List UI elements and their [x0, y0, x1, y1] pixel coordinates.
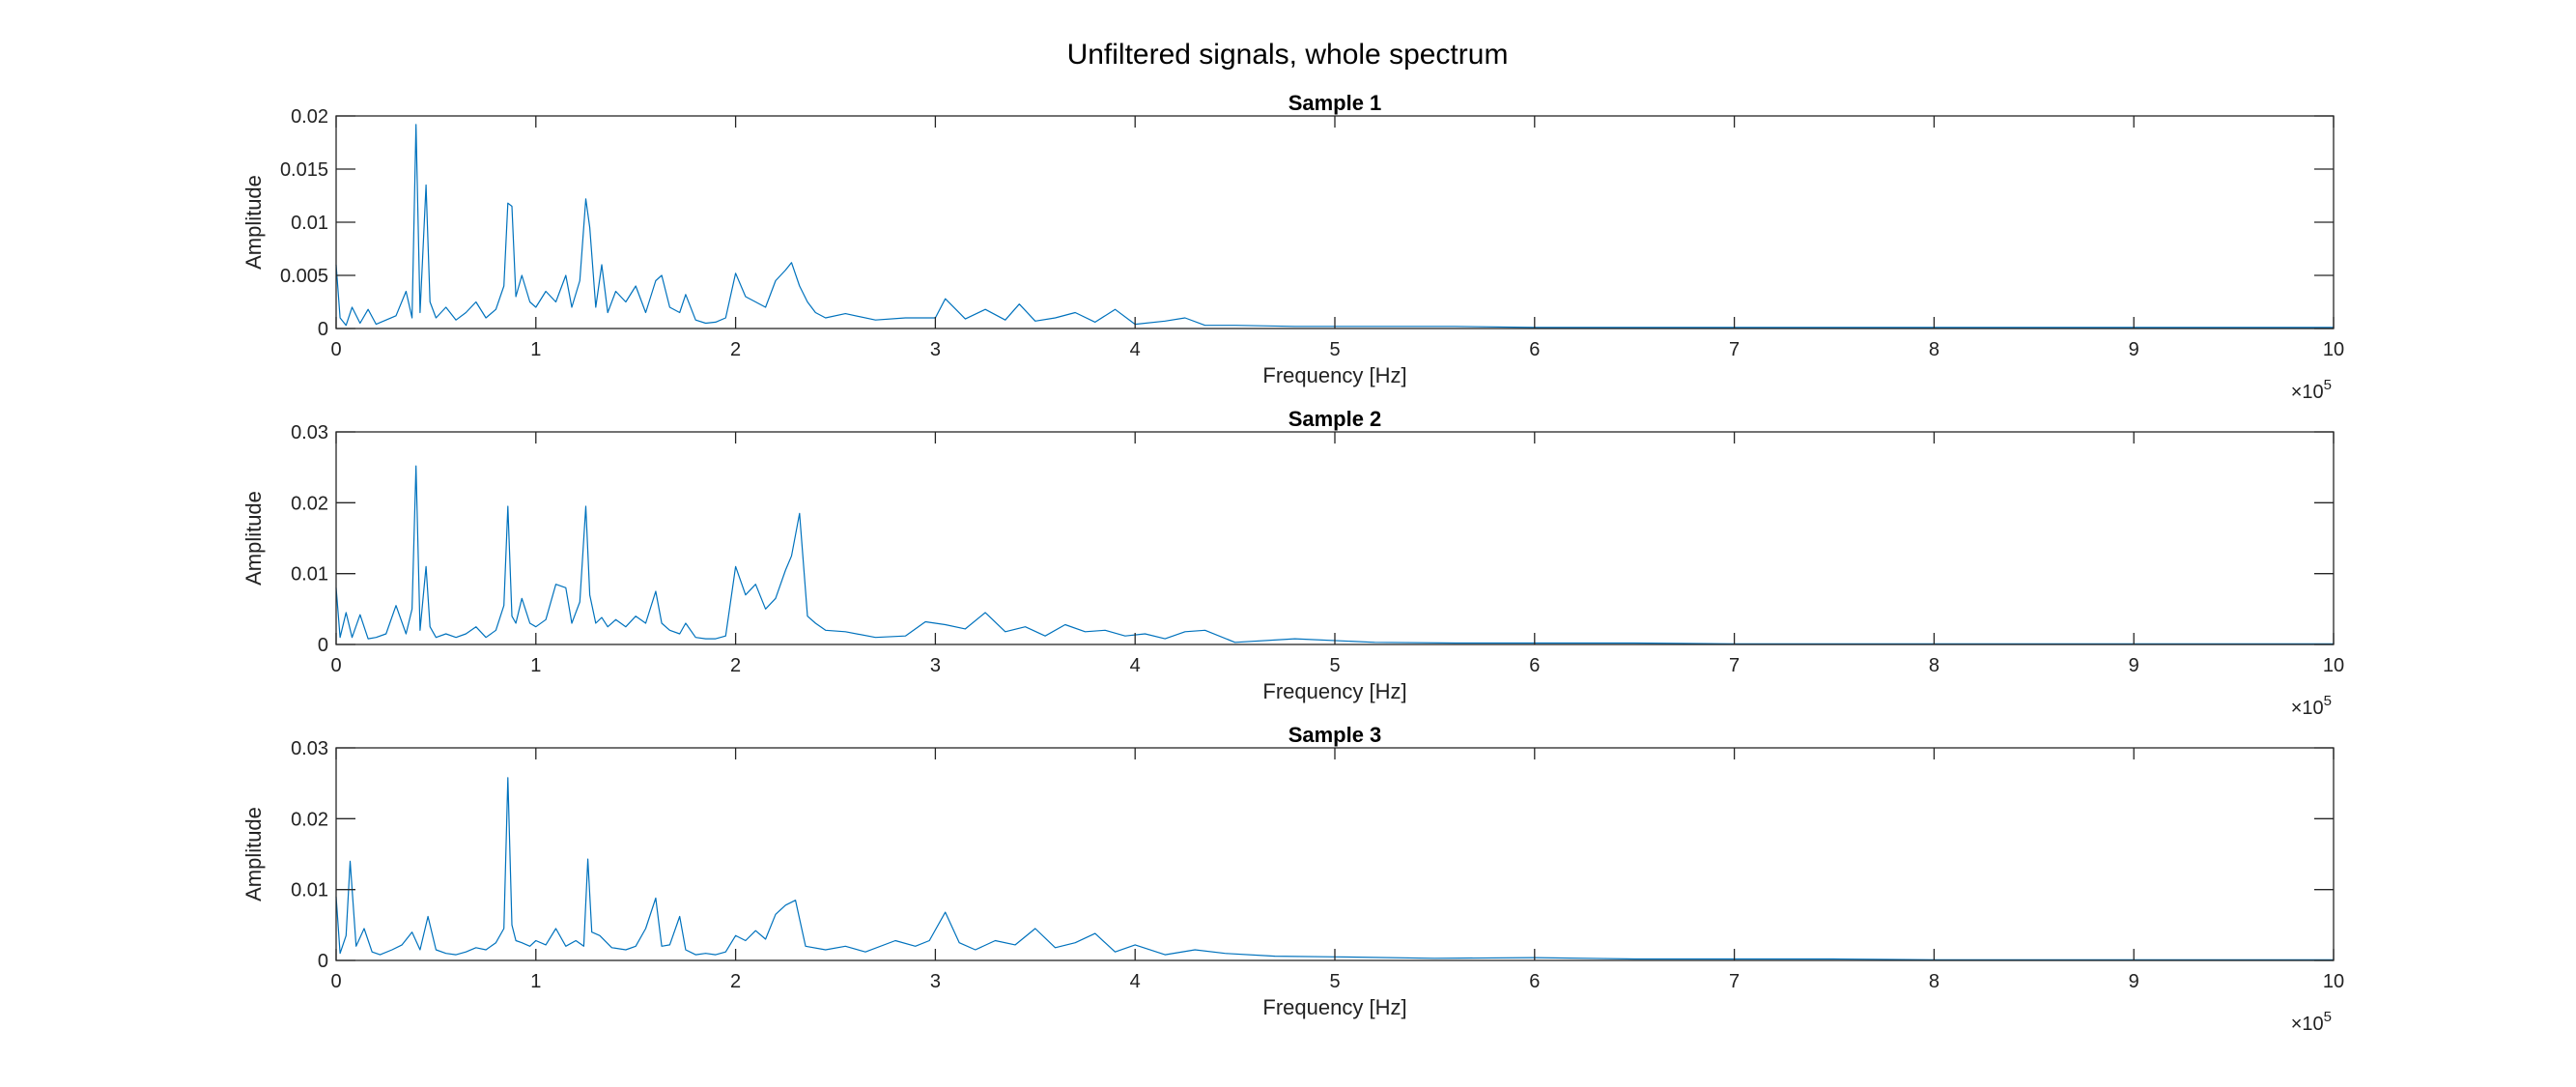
y-tick-label: 0.02 — [291, 809, 328, 830]
x-tick-label: 8 — [1929, 339, 1939, 360]
x-tick-label: 1 — [530, 655, 541, 676]
x-tick-label: 5 — [1329, 655, 1340, 676]
x-tick-label: 3 — [930, 655, 941, 676]
subplot-1: 0 1 2 3 4 5 6 7 8 9 10 0 0.005 0.01 0.015 0.02 Sample 1 F… — [241, 91, 2344, 403]
subplot-3: 0 1 2 3 4 5 6 7 8 9 10 0 0.01 0.02 0.03 Sample 3 Frequen… — [241, 723, 2344, 1035]
y-tick-label: 0.01 — [291, 880, 328, 901]
series-line — [335, 124, 2334, 329]
x-tick-label: 9 — [2129, 339, 2139, 360]
y-axis-label: Amplitude — [241, 807, 266, 901]
series-line — [335, 465, 2334, 644]
x-tick-label: 10 — [2323, 655, 2344, 676]
x-tick-label: 7 — [1729, 655, 1740, 676]
x-tick-label: 7 — [1729, 971, 1740, 992]
subplot-title: Sample 3 — [1288, 723, 1382, 747]
y-tick-label: 0.015 — [280, 159, 328, 181]
x-exponent-label: ×105 — [2291, 693, 2332, 719]
x-tick-label: 1 — [530, 339, 541, 360]
x-axis-label: Frequency [Hz] — [1262, 995, 1406, 1019]
x-exponent-label: ×105 — [2291, 1009, 2332, 1035]
subplot-title: Sample 2 — [1288, 407, 1382, 431]
x-tick-label: 8 — [1929, 971, 1939, 992]
x-tick-label: 3 — [930, 339, 941, 360]
x-tick-label: 0 — [330, 971, 341, 992]
subplot-title: Sample 1 — [1288, 91, 1382, 115]
x-tick-label: 5 — [1329, 971, 1340, 992]
axes-frame — [335, 747, 2335, 961]
x-tick-label: 5 — [1329, 339, 1340, 360]
series-line — [335, 777, 2334, 960]
x-tick-label: 2 — [730, 339, 741, 360]
x-tick-label: 7 — [1729, 339, 1740, 360]
x-tick-label: 9 — [2129, 971, 2139, 992]
y-axis-label: Amplitude — [241, 491, 266, 586]
y-tick-label: 0 — [318, 635, 328, 656]
x-tick-label: 6 — [1529, 655, 1540, 676]
x-tick-label: 2 — [730, 655, 741, 676]
x-axis-label: Frequency [Hz] — [1262, 679, 1406, 703]
figure-title: Unfiltered signals, whole spectrum — [1067, 39, 1509, 71]
x-tick-label: 10 — [2323, 971, 2344, 992]
y-tick-label: 0.02 — [291, 106, 328, 128]
y-tick-label: 0.03 — [291, 738, 328, 759]
y-tick-label: 0.01 — [291, 564, 328, 586]
x-tick-label: 6 — [1529, 971, 1540, 992]
x-tick-label: 4 — [1130, 655, 1141, 676]
x-tick-label: 9 — [2129, 655, 2139, 676]
y-tick-label: 0.01 — [291, 213, 328, 234]
x-exponent-label: ×105 — [2291, 377, 2332, 403]
axes-frame — [335, 431, 2335, 645]
y-tick-label: 0 — [318, 319, 328, 340]
y-tick-label: 0 — [318, 951, 328, 972]
y-axis-label: Amplitude — [241, 175, 266, 270]
y-tick-label: 0.03 — [291, 422, 328, 443]
x-tick-label: 10 — [2323, 339, 2344, 360]
x-tick-label: 1 — [530, 971, 541, 992]
y-tick-label: 0.02 — [291, 493, 328, 514]
x-tick-label: 0 — [330, 655, 341, 676]
axes-frame — [335, 115, 2335, 329]
x-tick-label: 3 — [930, 971, 941, 992]
x-tick-label: 2 — [730, 971, 741, 992]
x-tick-label: 4 — [1130, 339, 1141, 360]
x-tick-label: 8 — [1929, 655, 1939, 676]
x-axis-label: Frequency [Hz] — [1262, 363, 1406, 387]
subplot-2: 0 1 2 3 4 5 6 7 8 9 10 0 0.01 0.02 0.03 Sample 2 Frequen… — [241, 407, 2344, 719]
y-tick-label: 0.005 — [280, 266, 328, 287]
x-tick-label: 4 — [1130, 971, 1141, 992]
x-tick-label: 6 — [1529, 339, 1540, 360]
x-tick-label: 0 — [330, 339, 341, 360]
